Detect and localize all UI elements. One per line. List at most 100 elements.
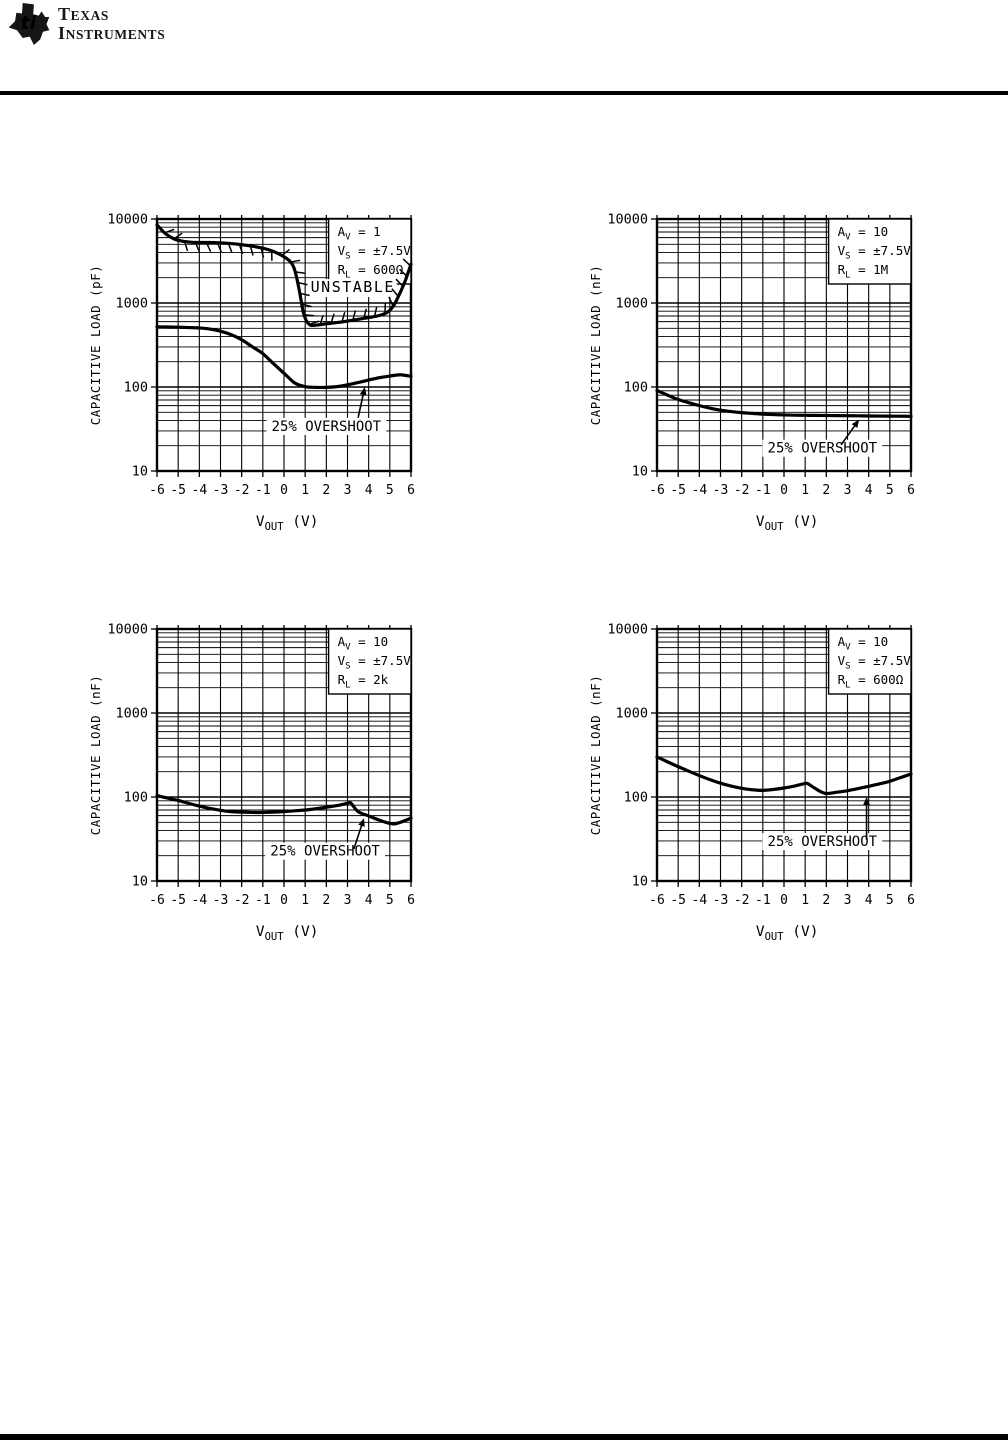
conditions-box-frame bbox=[827, 628, 912, 695]
x-tick-label: 0 bbox=[280, 483, 288, 498]
condition-line: AV = 10 bbox=[338, 634, 389, 653]
y-tick-label: 10 bbox=[632, 464, 648, 480]
x-tick-label: -5 bbox=[670, 893, 686, 908]
condition-line: RL = 600Ω bbox=[838, 672, 904, 691]
grid bbox=[657, 629, 911, 881]
hatch-tick bbox=[309, 320, 320, 325]
x-tick-label: -2 bbox=[234, 483, 250, 498]
logo-line-texas: TEXAS bbox=[58, 4, 110, 24]
chart-capacitive-load-av10-rl1m: 10 100 1000 10000 -6 -5 -4 -3 -2 -1 0 1 2 3 4 5 6 CAPACIT… bbox=[577, 199, 927, 546]
y-tick-label: 10000 bbox=[607, 622, 648, 638]
texas-state-ti-icon: ti bbox=[8, 3, 50, 45]
series-overshoot-25pct bbox=[155, 793, 413, 826]
x-tick-label: 2 bbox=[822, 483, 830, 498]
x-tick-label: 4 bbox=[365, 893, 373, 908]
x-tick-label: 5 bbox=[386, 893, 394, 908]
x-tick-label: -4 bbox=[192, 893, 208, 908]
x-tick-label: -3 bbox=[213, 893, 229, 908]
chart-capacitive-load-av10-rl2k: 10 100 1000 10000 -6 -5 -4 -3 -2 -1 0 1 2 3 4 5 6 CAPACIT… bbox=[77, 609, 427, 956]
x-axis-title: VOUT (V) bbox=[756, 514, 819, 533]
x-tick-label: 4 bbox=[865, 893, 873, 908]
y-tick-label: 100 bbox=[124, 380, 148, 396]
overshoot-arrow-head bbox=[851, 419, 860, 429]
y-tick-label: 10 bbox=[132, 874, 148, 890]
x-tick-label: -1 bbox=[255, 483, 271, 498]
y-tick-label: 100 bbox=[124, 790, 148, 806]
unstable-label: UNSTABLE bbox=[308, 278, 397, 298]
overshoot-arrow-line bbox=[353, 825, 363, 850]
x-tick-label: -2 bbox=[234, 893, 250, 908]
hatch-tick bbox=[183, 241, 189, 252]
ti-letters: ti bbox=[21, 12, 37, 34]
y-tick-label: 10000 bbox=[107, 212, 148, 228]
hatch-tick bbox=[299, 292, 310, 297]
hatch-tick bbox=[194, 242, 200, 252]
overshoot-label-text: 25% OVERSHOOT bbox=[768, 441, 878, 457]
y-tick-label: 100 bbox=[624, 380, 648, 396]
y-tick-label: 1000 bbox=[115, 706, 148, 722]
condition-line: RL = 600Ω bbox=[338, 262, 404, 281]
y-axis-title: CAPACITIVE LOAD (nF) bbox=[88, 675, 103, 836]
unstable-hatching bbox=[164, 228, 411, 325]
x-tick-label: -3 bbox=[213, 483, 229, 498]
x-tick-label: 6 bbox=[407, 483, 415, 498]
overshoot-label-text: 25% OVERSHOOT bbox=[270, 844, 380, 860]
condition-line: VS = ±7.5V bbox=[338, 243, 412, 262]
plot-border bbox=[155, 627, 413, 883]
hatch-tick bbox=[227, 243, 233, 254]
hatch-tick bbox=[294, 271, 306, 274]
x-axis-title: VOUT (V) bbox=[256, 924, 319, 943]
overshoot-label-text: 25% OVERSHOOT bbox=[272, 419, 382, 435]
x-tick-label: -6 bbox=[649, 483, 665, 498]
x-axis-title: VOUT (V) bbox=[256, 514, 319, 533]
x-tick-label: -2 bbox=[734, 483, 750, 498]
conditions-box-frame bbox=[827, 218, 912, 285]
x-tick-label: 1 bbox=[801, 483, 809, 498]
x-tick-label: -1 bbox=[755, 893, 771, 908]
unstable-label-text: UNSTABLE bbox=[311, 278, 395, 296]
x-tick-label: -4 bbox=[692, 483, 708, 498]
x-tick-label: -5 bbox=[670, 483, 686, 498]
hatch-tick bbox=[301, 303, 312, 308]
condition-line: RL = 1M bbox=[838, 262, 889, 281]
condition-line: VS = ±7.5V bbox=[838, 653, 912, 672]
condition-line: AV = 10 bbox=[838, 224, 889, 243]
x-tick-label: -2 bbox=[734, 893, 750, 908]
hatch-tick bbox=[395, 278, 404, 287]
x-axis-title: VOUT (V) bbox=[756, 924, 819, 943]
y-tick-label: 1000 bbox=[615, 296, 648, 312]
x-tick-label: -6 bbox=[649, 893, 665, 908]
condition-line: AV = 10 bbox=[838, 634, 889, 653]
overshoot-arrow-line bbox=[840, 425, 856, 446]
y-tick-label: 10 bbox=[632, 874, 648, 890]
x-tick-label: 0 bbox=[780, 893, 788, 908]
overshoot-arrow-line bbox=[357, 394, 364, 418]
hatch-tick bbox=[319, 314, 324, 325]
overshoot-label: 25% OVERSHOOT bbox=[762, 797, 883, 851]
overshoot-arrow-head bbox=[863, 797, 870, 805]
x-tick-label: 2 bbox=[322, 893, 330, 908]
x-tick-label: -1 bbox=[755, 483, 771, 498]
x-tick-label: 6 bbox=[907, 893, 915, 908]
overshoot-label: 25% OVERSHOOT bbox=[265, 818, 385, 860]
chart-capacitive-load-av10-rl600: 10 100 1000 10000 -6 -5 -4 -3 -2 -1 0 1 2 3 4 5 6 CAPACIT… bbox=[577, 609, 927, 956]
hatch-tick bbox=[352, 310, 357, 321]
hatch-tick bbox=[402, 258, 411, 267]
hatch-tick bbox=[238, 244, 244, 255]
chart-svg: 10 100 1000 10000 -6 -5 -4 -3 -2 -1 0 1 2 3 4 5 6 CAPACIT… bbox=[588, 622, 915, 944]
hatch-tick bbox=[373, 306, 378, 317]
condition-line: VS = ±7.5V bbox=[338, 653, 412, 672]
x-tick-label: 6 bbox=[907, 483, 915, 498]
chart-capacitive-load-av1-rl600: 10 100 1000 10000 -6 -5 -4 -3 -2 -1 0 1 2 3 4 5 6 CAPACIT… bbox=[77, 199, 427, 546]
y-tick-label: 10 bbox=[132, 464, 148, 480]
overshoot-label-bg bbox=[266, 417, 387, 435]
x-tick-label: 0 bbox=[780, 483, 788, 498]
condition-line: AV = 1 bbox=[338, 224, 381, 243]
chart-svg: 10 100 1000 10000 -6 -5 -4 -3 -2 -1 0 1 2 3 4 5 6 CAPACIT… bbox=[88, 212, 415, 534]
ti-logo: ti TEXAS INSTRUMENTS bbox=[8, 2, 165, 46]
